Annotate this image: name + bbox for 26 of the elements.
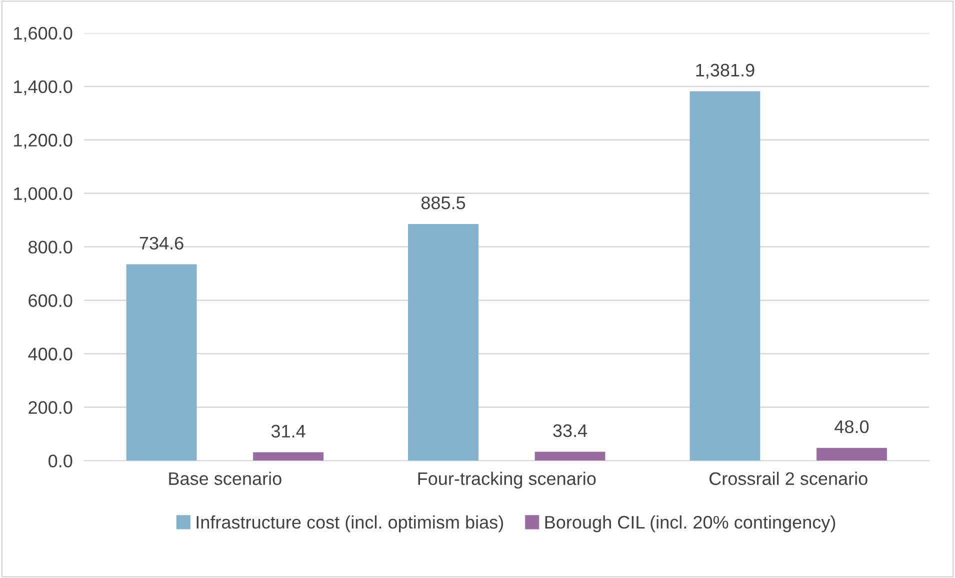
- data-label: 885.5: [421, 196, 466, 210]
- bar: [816, 448, 887, 461]
- legend-label: Borough CIL (incl. 20% contingency): [545, 515, 836, 532]
- data-label: 33.4: [553, 424, 588, 438]
- data-label: 734.6: [140, 236, 184, 250]
- x-tick-label: Four-tracking scenario: [418, 472, 596, 489]
- bar: [126, 264, 197, 461]
- y-tick-label: 200.0: [28, 401, 72, 414]
- data-label: 48.0: [834, 420, 869, 434]
- y-tick-label: 1,000.0: [14, 187, 72, 202]
- x-tick-label: Crossrail 2 scenario: [710, 472, 868, 486]
- bar: [534, 452, 606, 461]
- data-label: 1,381.9: [696, 64, 754, 79]
- y-tick-label: 1,200.0: [14, 134, 72, 149]
- bar: [253, 452, 324, 461]
- y-tick-label: 0.0: [48, 454, 72, 468]
- y-tick-label: 1,400.0: [14, 80, 72, 96]
- y-tick-label: 800.0: [28, 240, 72, 254]
- data-label: 31.4: [271, 424, 306, 438]
- legend-label: Infrastructure cost (incl. optimism bias): [196, 515, 504, 532]
- y-tick-label: 1,600.0: [14, 26, 72, 42]
- x-tick-label: Base scenario: [169, 472, 282, 486]
- bar: [408, 224, 478, 461]
- y-tick-label: 600.0: [28, 294, 72, 307]
- y-tick-label: 400.0: [28, 348, 72, 360]
- bar: [690, 91, 760, 461]
